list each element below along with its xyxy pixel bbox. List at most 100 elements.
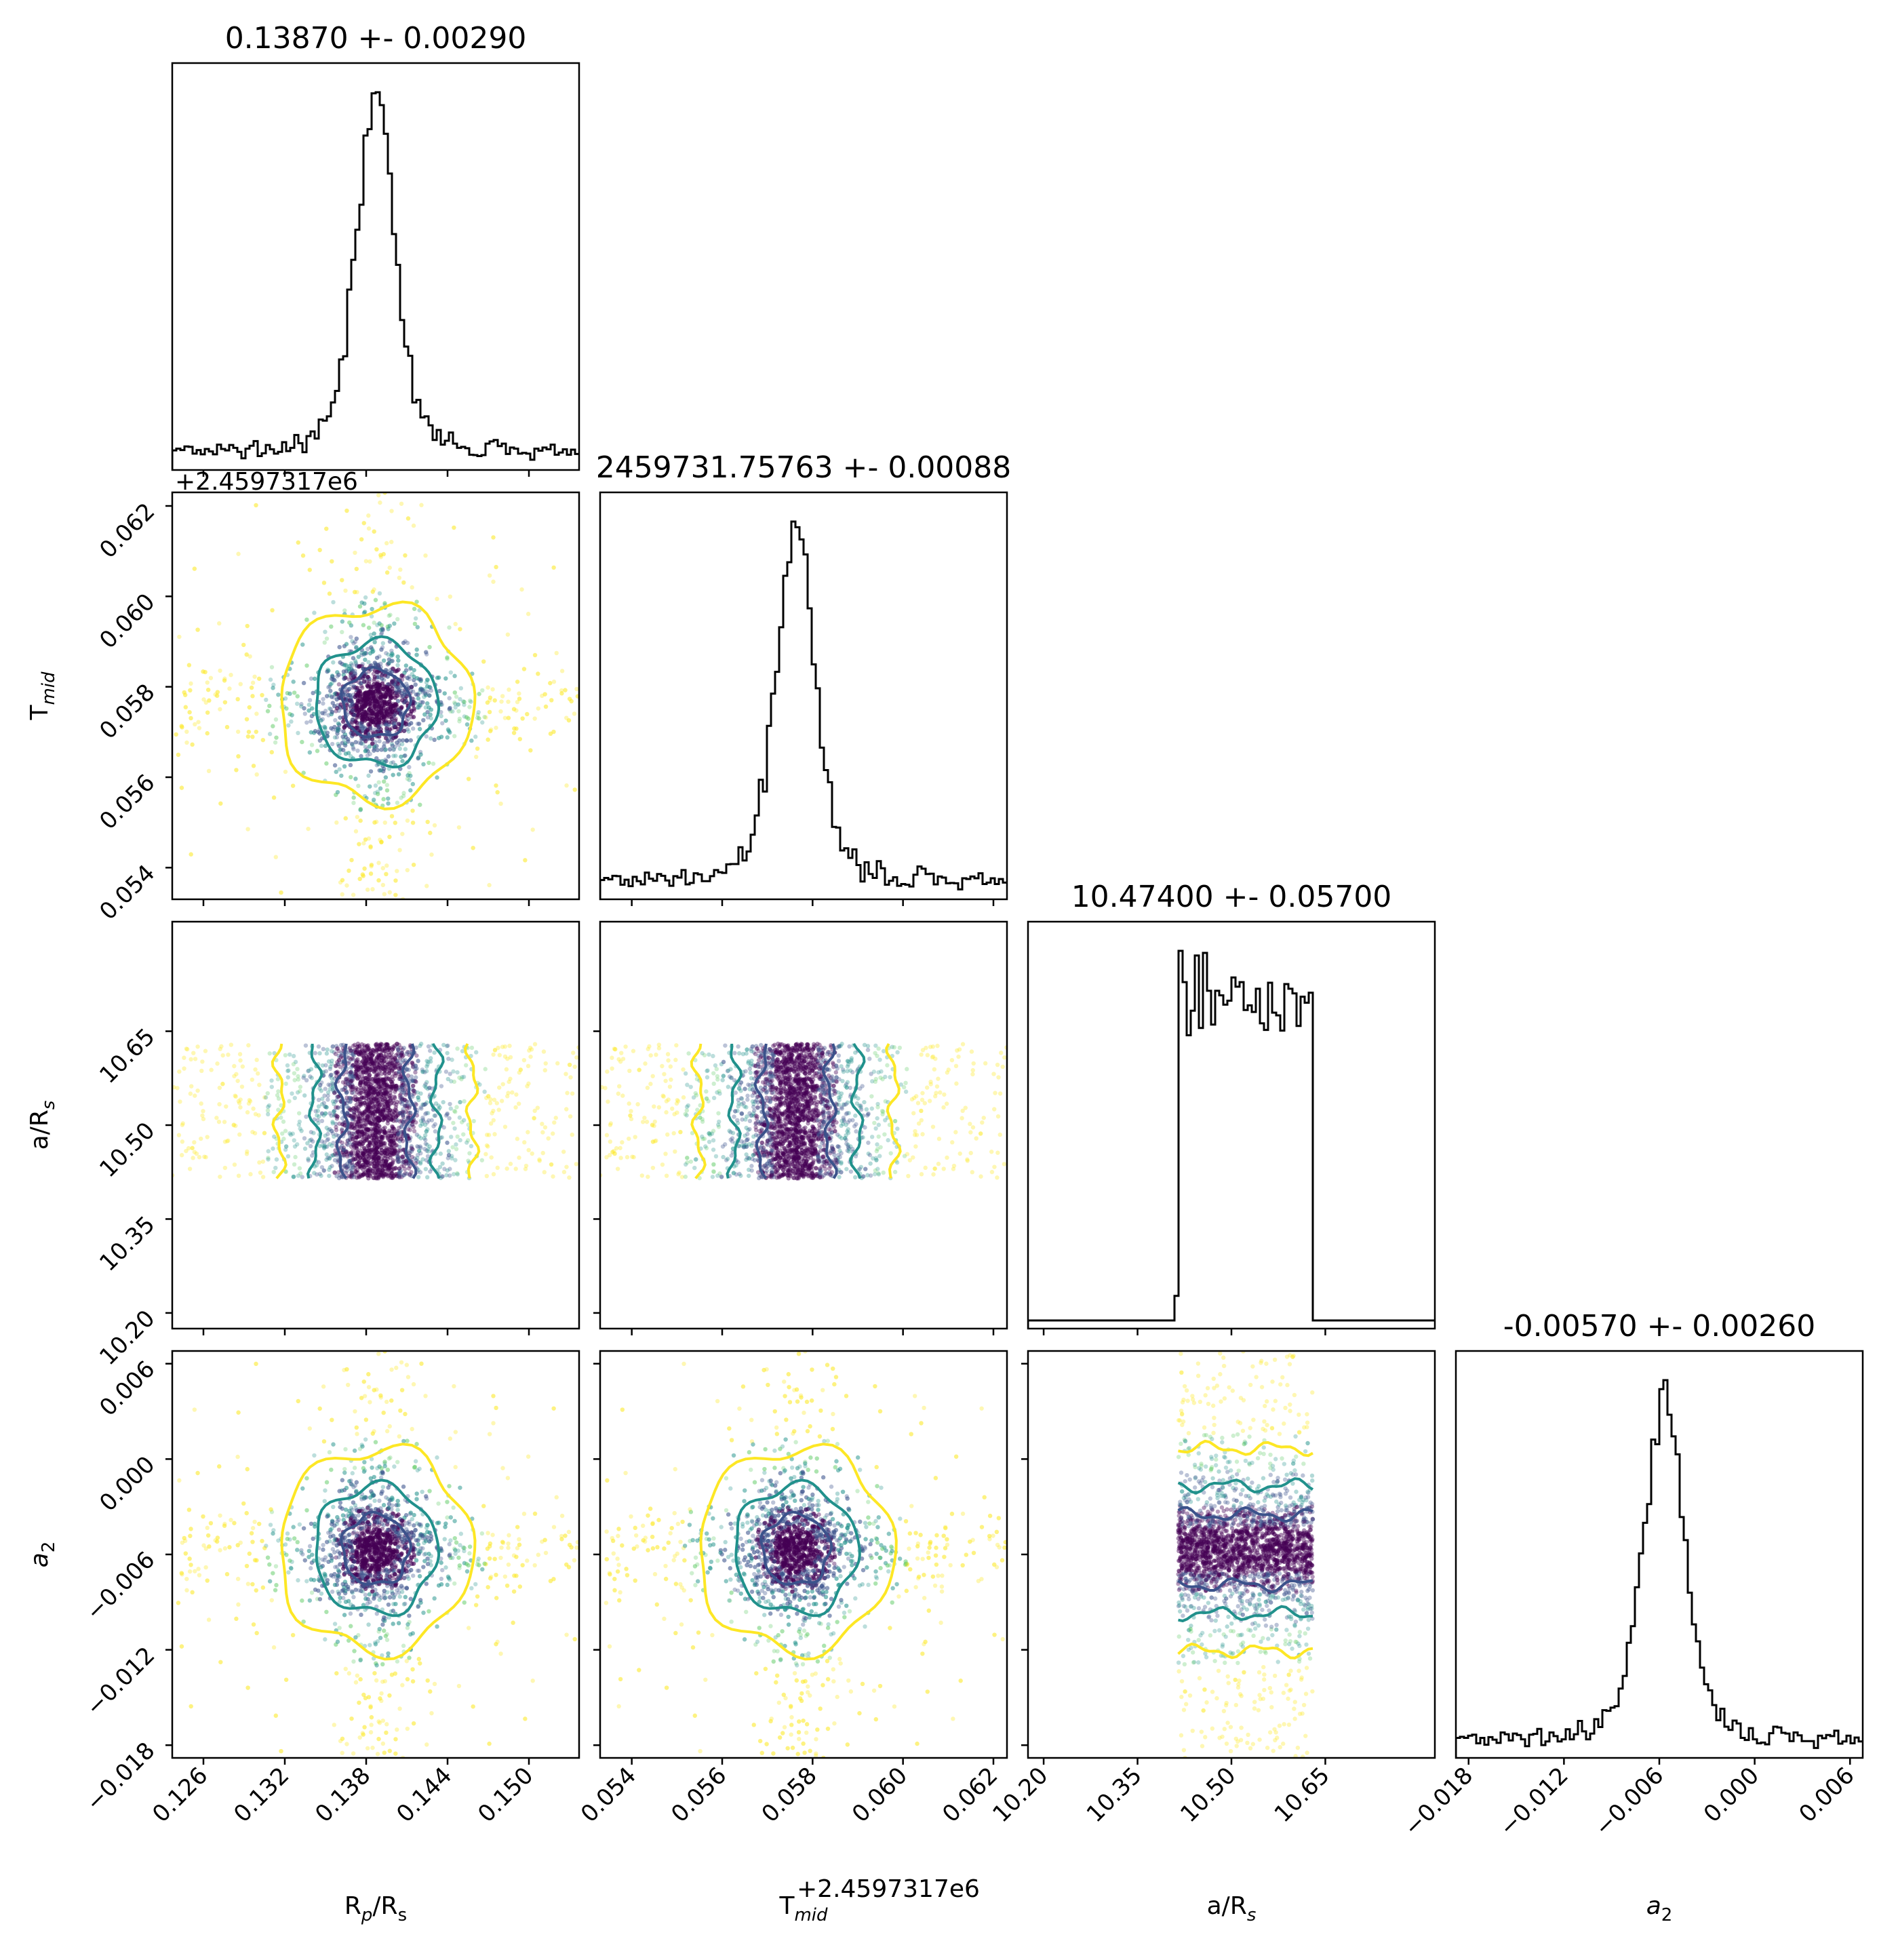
sample-point <box>357 842 361 846</box>
sample-point <box>351 708 355 712</box>
sample-point <box>548 681 552 685</box>
sample-point <box>304 617 309 621</box>
sample-point <box>250 1078 254 1082</box>
sample-point <box>490 687 494 691</box>
sample-point <box>564 783 568 787</box>
sample-point <box>186 1146 191 1150</box>
sample-point <box>439 1152 443 1156</box>
sample-point <box>467 716 471 720</box>
sample-point <box>420 1116 424 1120</box>
sample-point <box>195 1044 199 1048</box>
sample-point <box>311 1131 315 1135</box>
sample-point <box>398 709 402 713</box>
sample-point <box>540 1130 545 1134</box>
sample-point <box>288 1053 292 1057</box>
sample-point <box>224 1104 228 1108</box>
sample-point <box>205 1135 210 1139</box>
sample-point <box>382 779 386 783</box>
sample-point <box>217 1102 221 1106</box>
sample-point <box>359 741 363 745</box>
sample-point <box>292 1138 296 1142</box>
sample-point <box>385 783 389 787</box>
sample-point <box>551 566 555 570</box>
sample-point <box>427 761 431 765</box>
sample-point <box>182 1066 186 1070</box>
sample-point <box>406 1127 410 1131</box>
sample-point <box>486 701 490 705</box>
sample-point <box>390 814 394 818</box>
sample-point <box>525 712 529 716</box>
sample-point <box>450 1145 454 1149</box>
sample-point <box>378 786 382 790</box>
sample-point <box>518 737 522 741</box>
sample-point <box>416 705 420 709</box>
sample-point <box>369 645 373 649</box>
sample-point <box>367 680 371 684</box>
sample-point <box>536 706 540 710</box>
sample-point <box>385 685 389 689</box>
sample-point <box>390 652 394 656</box>
sample-point <box>328 591 332 595</box>
sample-point <box>406 819 410 823</box>
sample-point <box>248 1172 252 1176</box>
sample-point <box>448 1102 452 1106</box>
sample-point <box>296 1074 300 1078</box>
sample-point <box>383 821 387 825</box>
y-tick-label: 0.056 <box>94 769 160 835</box>
sample-point <box>297 1111 301 1115</box>
sample-point <box>203 1155 207 1159</box>
sample-point <box>355 707 359 711</box>
sample-point <box>203 670 207 674</box>
sample-point <box>427 1044 431 1048</box>
sample-point <box>341 748 345 752</box>
sample-point <box>466 1158 470 1162</box>
sample-point <box>491 580 495 584</box>
sample-point <box>453 1110 457 1114</box>
sample-point <box>229 673 233 677</box>
sample-point <box>250 694 254 698</box>
sample-point <box>348 1133 352 1137</box>
sample-point <box>532 716 536 720</box>
sample-point <box>394 1102 398 1106</box>
sample-point <box>564 1072 568 1076</box>
sample-point <box>390 1171 394 1175</box>
sample-point <box>246 734 250 739</box>
sample-point <box>491 1053 495 1057</box>
sample-point <box>254 730 258 734</box>
sample-point <box>448 730 452 734</box>
sample-point <box>561 1150 566 1154</box>
sample-point <box>344 1095 349 1099</box>
sample-point <box>500 694 505 698</box>
sample-point <box>512 707 516 711</box>
sample-point <box>365 1118 369 1122</box>
sample-point <box>317 1044 321 1048</box>
sample-point <box>424 1141 428 1145</box>
sample-point <box>361 697 365 701</box>
sample-point <box>190 743 194 747</box>
sample-point <box>196 720 200 724</box>
sample-point <box>253 1131 257 1135</box>
sample-point <box>351 718 355 722</box>
sample-point <box>201 1117 205 1121</box>
sample-point <box>507 1080 511 1084</box>
sample-point <box>359 754 363 758</box>
sample-point <box>366 513 370 517</box>
sample-point <box>349 1171 353 1175</box>
sample-point <box>397 1148 401 1152</box>
sample-point <box>215 1061 219 1065</box>
sample-point <box>384 863 389 867</box>
sample-point <box>387 754 391 758</box>
sample-point <box>317 1098 321 1102</box>
sample-point <box>260 693 264 697</box>
sample-point <box>359 807 363 811</box>
sample-point <box>372 745 376 749</box>
sample-point <box>290 1091 294 1095</box>
sample-point <box>370 887 374 891</box>
sample-point <box>327 1168 331 1172</box>
sample-point <box>381 797 385 801</box>
sample-point <box>480 720 484 724</box>
sample-point <box>459 1077 463 1081</box>
sample-point <box>515 1137 519 1141</box>
sample-point <box>295 1067 299 1071</box>
sample-point <box>217 1120 221 1124</box>
